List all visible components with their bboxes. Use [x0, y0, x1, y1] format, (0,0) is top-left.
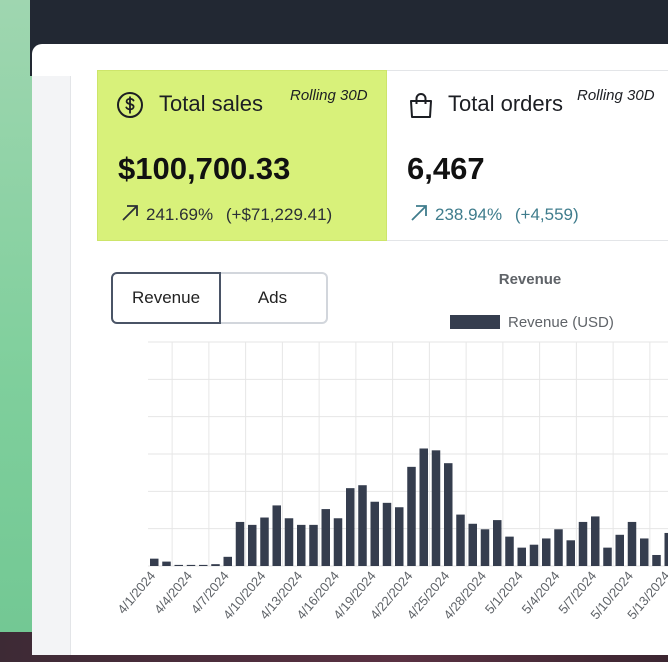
x-tick-label: 5/4/2024 — [519, 568, 563, 616]
revenue-bar[interactable] — [162, 561, 171, 566]
revenue-bar[interactable] — [358, 485, 367, 566]
ads-toggle-button[interactable]: Ads — [219, 272, 328, 324]
legend-label: Revenue (USD) — [508, 313, 614, 331]
x-tick-label: 5/1/2024 — [482, 568, 526, 616]
revenue-bar[interactable] — [211, 564, 220, 566]
total-orders-title: Total orders — [448, 91, 563, 116]
revenue-bar[interactable] — [333, 518, 343, 566]
total-orders-delta: 238.94% (+4,559) — [409, 203, 579, 225]
revenue-bar[interactable] — [664, 532, 668, 566]
x-tick-label: 4/1/2024 — [114, 568, 158, 616]
revenue-bar[interactable] — [652, 554, 661, 566]
revenue-bar[interactable] — [517, 547, 527, 566]
x-tick-label: 4/4/2024 — [151, 568, 195, 616]
revenue-bar[interactable] — [505, 536, 514, 566]
revenue-bar[interactable] — [370, 501, 380, 566]
revenue-bar[interactable] — [346, 488, 355, 566]
total-sales-delta-pct: 241.69% — [146, 205, 214, 224]
arrow-up-right-icon — [122, 205, 138, 221]
revenue-bar[interactable] — [627, 521, 637, 566]
revenue-bar[interactable] — [395, 507, 404, 566]
revenue-bar[interactable] — [199, 564, 208, 566]
revenue-bar[interactable] — [248, 524, 257, 566]
revenue-bar[interactable] — [554, 529, 563, 566]
total-orders-card: Total orders Rolling 30D 6,467 238.94% (… — [387, 70, 668, 241]
revenue-bar[interactable] — [444, 463, 453, 566]
revenue-bar[interactable] — [309, 524, 318, 566]
revenue-bar[interactable] — [529, 544, 539, 566]
revenue-bar[interactable] — [603, 547, 612, 566]
revenue-bar[interactable] — [284, 518, 294, 566]
revenue-bar[interactable] — [321, 509, 331, 566]
revenue-bar[interactable] — [174, 564, 184, 566]
revenue-bar[interactable] — [419, 448, 429, 566]
revenue-bar[interactable] — [297, 524, 306, 566]
revenue-bar[interactable] — [566, 540, 576, 566]
chart-title: Revenue — [498, 271, 562, 288]
revenue-bar[interactable] — [542, 538, 551, 566]
revenue-bar[interactable] — [260, 517, 269, 566]
chart-legend[interactable]: Revenue (USD) — [450, 312, 614, 332]
revenue-bar[interactable] — [272, 505, 282, 566]
revenue-bar[interactable] — [493, 520, 502, 566]
revenue-bar[interactable] — [407, 466, 416, 566]
revenue-toggle-button[interactable]: Revenue — [111, 272, 221, 324]
revenue-bar[interactable] — [431, 450, 441, 566]
revenue-bar[interactable] — [480, 529, 490, 566]
total-sales-title: Total sales — [159, 91, 263, 116]
arrow-up-right-icon — [411, 205, 427, 221]
legend-swatch — [450, 315, 500, 329]
content-divider — [70, 76, 71, 655]
total-sales-period: Rolling 30D — [290, 87, 368, 104]
shopping-bag-icon — [410, 93, 432, 118]
total-orders-delta-pct: 238.94% — [435, 205, 503, 224]
total-sales-delta: 241.69% (+$71,229.41) — [120, 203, 332, 225]
revenue-bar[interactable] — [640, 538, 649, 566]
revenue-bar[interactable] — [578, 521, 588, 566]
revenue-bar[interactable] — [591, 516, 600, 566]
revenue-bar[interactable] — [223, 556, 233, 566]
total-sales-value: $100,700.33 — [118, 151, 291, 186]
total-orders-value: 6,467 — [407, 151, 485, 186]
revenue-bar[interactable] — [186, 564, 196, 566]
revenue-bar[interactable] — [468, 523, 478, 566]
total-orders-period: Rolling 30D — [577, 87, 655, 104]
total-sales-card: Total sales Rolling 30D $100,700.33 241.… — [97, 70, 387, 241]
revenue-bar[interactable] — [235, 521, 245, 566]
revenue-bar[interactable] — [150, 558, 159, 566]
revenue-bar[interactable] — [456, 514, 465, 566]
window-left-gutter — [32, 76, 70, 655]
total-sales-delta-abs: (+$71,229.41) — [225, 205, 333, 224]
dollar-circle-icon — [117, 92, 143, 118]
revenue-bar[interactable] — [615, 534, 625, 566]
total-orders-delta-abs: (+4,559) — [514, 205, 579, 224]
revenue-bar[interactable] — [382, 502, 392, 566]
